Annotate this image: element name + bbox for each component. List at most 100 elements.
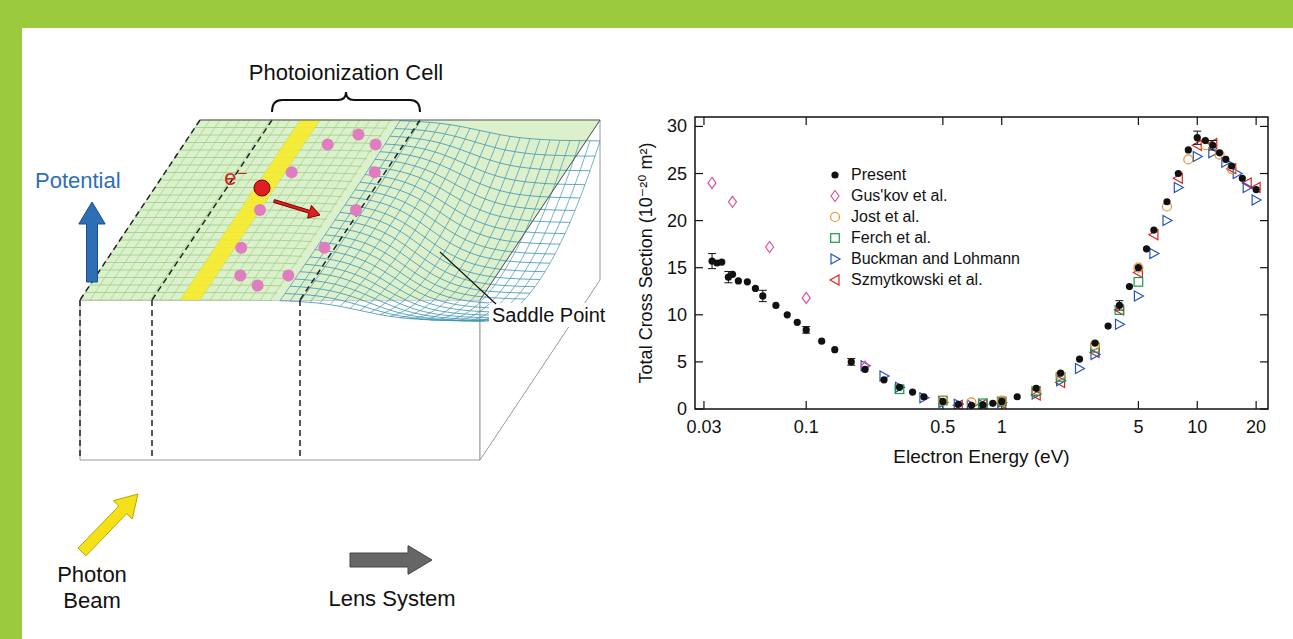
error-bar <box>847 359 855 366</box>
legend-label: Jost et al. <box>851 208 919 225</box>
x-tick-label: 0.1 <box>794 417 819 437</box>
data-point <box>1032 386 1041 395</box>
mesh-line <box>175 158 367 159</box>
mesh-line <box>480 141 600 321</box>
legend-marker <box>830 275 839 285</box>
y-tick <box>695 220 703 221</box>
x-tick <box>1138 401 1139 409</box>
x-tick-label: 5 <box>1133 417 1143 437</box>
cell-edge <box>151 300 153 460</box>
cell-edge <box>79 300 81 460</box>
mesh-line <box>450 141 570 321</box>
mesh-line <box>330 125 450 305</box>
mesh-line <box>220 120 340 300</box>
x-tick <box>1138 117 1139 125</box>
data-point <box>1163 198 1170 205</box>
top-face <box>80 120 600 300</box>
mesh-line <box>80 300 272 302</box>
data-point <box>909 388 916 395</box>
cell-edge <box>152 120 272 300</box>
data-point <box>1185 146 1192 153</box>
y-tick <box>1260 126 1268 127</box>
data-point <box>998 398 1005 405</box>
data-point <box>1253 186 1260 193</box>
error-bar <box>1193 131 1201 144</box>
mesh-line <box>305 264 505 315</box>
x-tick-label: 10 <box>1187 417 1207 437</box>
data-point <box>752 285 759 292</box>
data-point <box>1134 291 1143 301</box>
x-tick <box>1256 117 1257 125</box>
data-point <box>979 400 988 409</box>
data-point <box>1202 137 1209 144</box>
data-point <box>1252 195 1261 205</box>
legend-label: Gus'kov et al. <box>851 187 947 204</box>
x-axis-title: Electron Energy (eV) <box>893 446 1069 467</box>
electrode-dot <box>322 139 334 151</box>
mesh-line <box>385 144 585 185</box>
electrode-dot <box>286 166 298 178</box>
y-tick <box>1260 267 1268 268</box>
x-tick <box>1197 117 1198 125</box>
mesh-line <box>400 138 520 318</box>
saddle-label: Saddle Point <box>492 304 606 326</box>
y-tick-label: 15 <box>667 258 687 278</box>
potential-label: Potential <box>35 168 121 193</box>
mesh-line <box>285 294 485 322</box>
data-point <box>1150 249 1159 259</box>
x-tick-label: 1 <box>997 417 1007 437</box>
mesh-line <box>400 121 600 141</box>
data-point <box>968 402 975 409</box>
data-point <box>1150 226 1157 233</box>
series <box>938 141 1236 407</box>
mesh-line <box>95 278 287 279</box>
photon-arrow <box>78 494 138 556</box>
mesh-line <box>180 150 372 151</box>
data-point <box>772 302 779 309</box>
data-point <box>729 196 737 207</box>
data-point <box>1105 323 1112 330</box>
data-point <box>978 399 987 408</box>
photon-label-line: Beam <box>63 588 120 613</box>
x-tick <box>1001 117 1002 125</box>
error-bar <box>1115 301 1123 310</box>
data-point <box>759 292 766 299</box>
mesh-line <box>340 212 540 279</box>
mesh-line <box>355 190 555 254</box>
data-point <box>1091 339 1098 346</box>
x-tick <box>703 117 704 125</box>
data-point <box>1222 156 1229 163</box>
mesh-line <box>360 182 560 244</box>
mesh-line <box>420 139 540 319</box>
data-point <box>1091 340 1100 349</box>
data-point <box>1194 134 1201 141</box>
data-point <box>920 393 927 400</box>
y-tick-label: 25 <box>667 164 687 184</box>
data-point <box>1163 216 1172 226</box>
data-point <box>1056 371 1065 380</box>
y-tick <box>695 314 703 315</box>
x-tick-label: 0.5 <box>930 417 955 437</box>
mesh-line <box>470 141 590 321</box>
y-tick <box>695 126 703 127</box>
data-point <box>1116 319 1125 329</box>
mesh-line <box>390 136 510 316</box>
mesh-line <box>310 257 510 312</box>
mesh-line <box>130 120 250 300</box>
mesh-line <box>320 242 520 304</box>
legend-marker <box>831 234 840 243</box>
x-tick <box>1197 401 1198 409</box>
y-tick-label: 20 <box>667 211 687 231</box>
legend-marker <box>831 254 840 264</box>
series <box>953 138 1260 409</box>
mesh-line <box>105 263 297 264</box>
plot-frame <box>695 117 1268 409</box>
data-point <box>766 242 774 253</box>
y-tick-label: 5 <box>677 352 687 372</box>
data-point <box>1239 175 1246 182</box>
data-point <box>1184 155 1193 164</box>
data-point <box>1193 152 1202 162</box>
mesh-line <box>370 167 570 222</box>
series <box>708 177 869 372</box>
mesh-line <box>460 141 580 321</box>
